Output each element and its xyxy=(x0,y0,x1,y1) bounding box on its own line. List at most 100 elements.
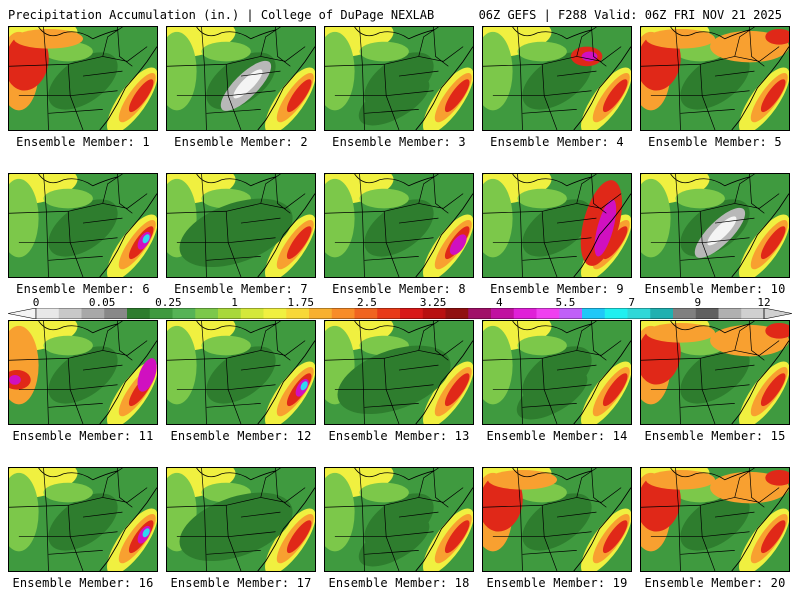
ensemble-panel: Ensemble Member: 7 xyxy=(166,173,316,296)
precip-area xyxy=(522,52,592,110)
precip-area xyxy=(645,28,715,49)
ensemble-member-label: Ensemble Member: 4 xyxy=(490,135,624,149)
ensemble-member-label: Ensemble Member: 18 xyxy=(328,576,470,590)
precip-colorbar: 0 0.05 0.25 1 1.75 2.5 3.25 4 5.5 7 9 12 xyxy=(8,297,792,319)
precip-map-svg xyxy=(483,174,631,277)
state-boundary xyxy=(117,321,133,361)
great-lakes-outline xyxy=(512,174,592,187)
colorbar-swatch xyxy=(445,308,469,319)
state-boundary xyxy=(167,203,261,214)
ensemble-panel: Ensemble Member: 1 xyxy=(8,26,158,149)
precip-area xyxy=(167,325,197,405)
precip-coastal-max xyxy=(602,520,628,554)
state-boundary xyxy=(483,350,577,361)
colorbar-tick-label: 12 xyxy=(757,296,771,309)
precip-max xyxy=(233,69,263,99)
ensemble-member-label: Ensemble Member: 14 xyxy=(486,429,628,443)
state-boundary xyxy=(260,193,306,209)
ensemble-panel: Ensemble Member: 2 xyxy=(166,26,316,149)
state-boundary xyxy=(275,321,291,361)
precip-map-svg xyxy=(167,174,315,277)
ensemble-member-map xyxy=(166,320,316,425)
colorbar-swatch xyxy=(354,308,378,319)
precip-map-svg xyxy=(9,468,157,571)
state-boundary xyxy=(734,340,780,356)
state-boundary xyxy=(167,497,261,508)
state-boundary xyxy=(240,217,281,224)
state-boundary xyxy=(117,27,133,67)
precip-area xyxy=(359,188,409,209)
ensemble-member-label: Ensemble Member: 1 xyxy=(16,135,150,149)
state-boundary xyxy=(43,468,49,571)
state-boundary xyxy=(102,193,148,209)
colorbar-tick-label: 5.5 xyxy=(555,296,576,309)
great-lakes-outline xyxy=(512,321,592,334)
state-boundary xyxy=(176,237,276,244)
ensemble-member-map xyxy=(640,26,790,131)
state-boundary xyxy=(749,321,765,361)
colorbar-swatch xyxy=(491,308,515,319)
colorbar-outline xyxy=(35,308,765,319)
state-boundary xyxy=(275,27,291,67)
colorbar-swatch xyxy=(422,308,446,319)
colorbar-tick-label: 0.25 xyxy=(155,296,182,309)
ensemble-member-label: Ensemble Member: 11 xyxy=(12,429,154,443)
precip-area xyxy=(680,346,750,404)
state-boundary xyxy=(418,193,464,209)
ensemble-panel: Ensemble Member: 6 xyxy=(8,173,158,296)
precip-area xyxy=(483,325,513,405)
state-boundary xyxy=(176,90,276,97)
state-boundary xyxy=(398,364,439,371)
state-boundary xyxy=(206,109,261,114)
state-boundary xyxy=(433,174,449,214)
precip-area xyxy=(522,199,592,257)
ensemble-member-label: Ensemble Member: 10 xyxy=(644,282,786,296)
state-boundary xyxy=(517,468,523,571)
state-boundary xyxy=(48,550,103,555)
colorbar-swatch xyxy=(172,308,196,319)
precip-map-svg xyxy=(325,468,473,571)
colorbar-tick-label: 0.05 xyxy=(88,296,116,309)
state-boundary xyxy=(206,256,261,261)
great-lakes-outline xyxy=(670,174,750,187)
state-boundary xyxy=(749,174,765,214)
state-boundary xyxy=(167,350,261,361)
ensemble-panel: Ensemble Member: 9 xyxy=(482,173,632,296)
precip-area xyxy=(680,493,750,551)
state-boundary xyxy=(433,468,449,508)
ensemble-panel: Ensemble Member: 14 xyxy=(482,320,632,443)
state-boundary xyxy=(364,403,419,408)
state-boundary xyxy=(18,90,118,97)
colorbar-swatch xyxy=(513,308,537,319)
colorbar-swatch xyxy=(536,308,560,319)
ensemble-panel: Ensemble Member: 4 xyxy=(482,26,632,149)
precip-area xyxy=(325,31,355,111)
colorbar-swatch xyxy=(104,308,128,319)
state-boundary xyxy=(675,27,681,130)
colorbar-swatch xyxy=(468,308,492,319)
ensemble-member-map xyxy=(482,467,632,572)
great-lakes-outline xyxy=(354,174,434,187)
ensemble-panel: Ensemble Member: 11 xyxy=(8,320,158,443)
precip-coastal-max xyxy=(444,520,470,554)
precip-area xyxy=(641,178,671,258)
state-boundary xyxy=(576,46,622,62)
state-boundary xyxy=(556,511,597,518)
ensemble-member-map xyxy=(640,320,790,425)
ensemble-member-label: Ensemble Member: 15 xyxy=(644,429,786,443)
ensemble-member-map xyxy=(482,26,632,131)
state-boundary xyxy=(675,321,681,424)
coastline xyxy=(415,487,473,571)
coastline xyxy=(573,487,631,571)
precip-area xyxy=(179,198,293,268)
state-boundary xyxy=(48,109,103,114)
state-boundary xyxy=(680,256,735,261)
colorbar-tick-label: 4 xyxy=(495,296,503,309)
state-boundary xyxy=(206,550,261,555)
coastline xyxy=(573,46,631,130)
state-boundary xyxy=(359,27,365,130)
coastline xyxy=(415,46,473,130)
state-boundary xyxy=(201,174,207,277)
state-boundary xyxy=(43,321,49,424)
state-boundary xyxy=(641,203,735,214)
